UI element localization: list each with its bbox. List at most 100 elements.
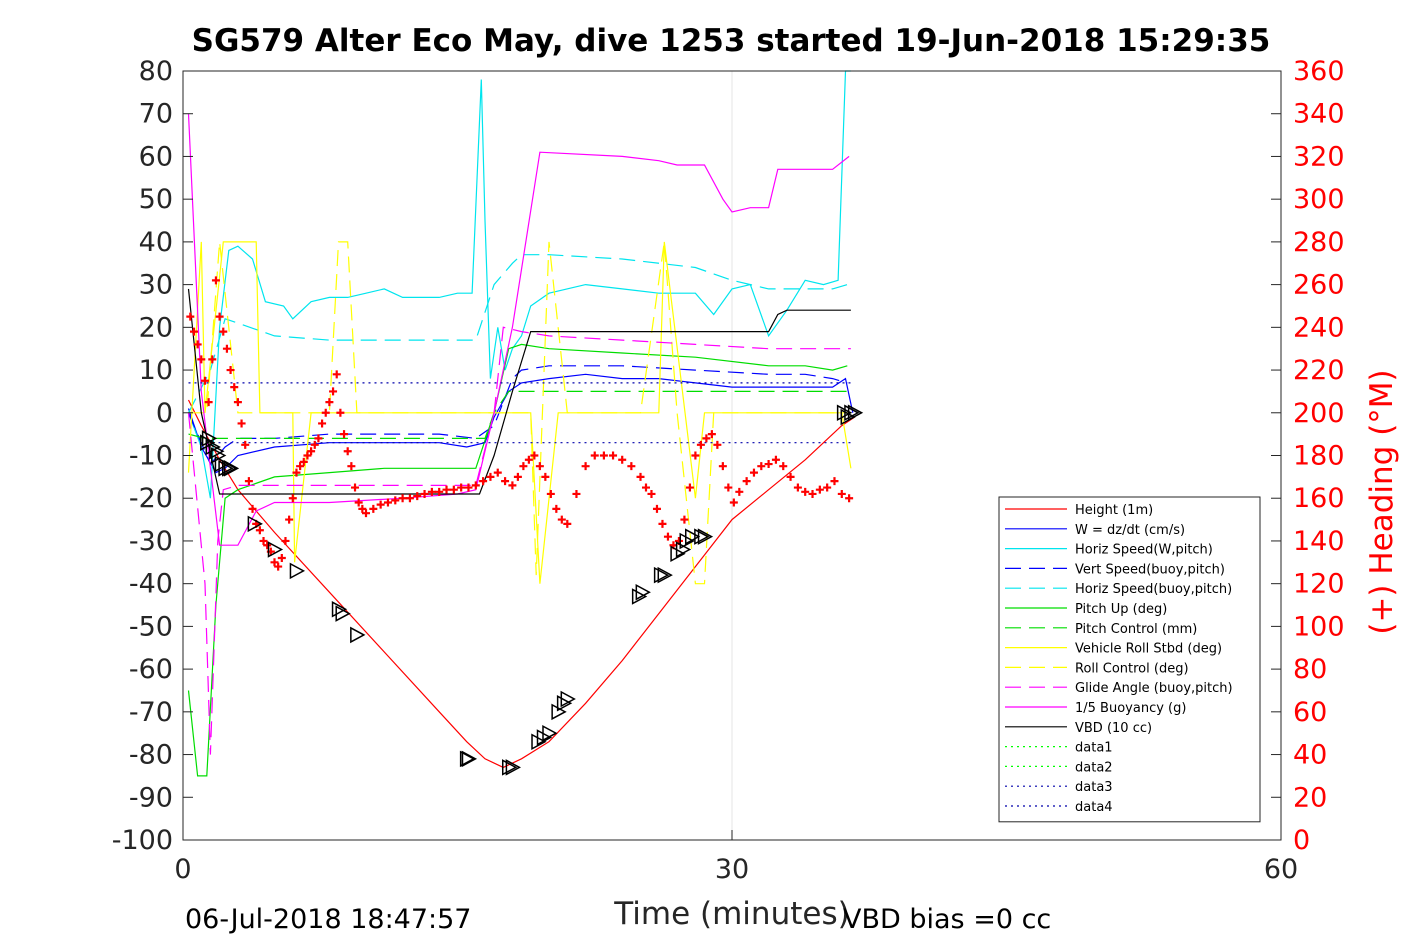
- legend-label: Pitch Control (mm): [1075, 622, 1197, 637]
- heading-point: [845, 494, 854, 503]
- heading-point: [318, 419, 327, 428]
- heading-point: [508, 481, 517, 490]
- heading-point: [215, 312, 224, 321]
- heading-point: [713, 440, 722, 449]
- triangle-marker: [556, 695, 573, 712]
- heading-point: [226, 366, 235, 375]
- y-tick-label: 80: [139, 56, 173, 87]
- heading-point: [398, 494, 407, 503]
- heading-point: [391, 496, 400, 505]
- heading-point: [552, 504, 561, 513]
- legend-label: data2: [1075, 760, 1113, 775]
- triangle-marker: [331, 601, 348, 618]
- heading-point: [427, 487, 436, 496]
- triangle-marker: [670, 545, 686, 563]
- heading-point: [263, 541, 272, 550]
- triangle-marker: [335, 605, 351, 622]
- heading-point: [618, 455, 627, 464]
- triangle-marker: [214, 455, 231, 473]
- footer-timestamp: 06-Jul-2018 18:47:57: [185, 904, 471, 935]
- heading-point: [599, 451, 608, 460]
- heading-point: [314, 434, 323, 443]
- y-tick-label: -70: [129, 697, 173, 728]
- series-line-8: [188, 241, 851, 585]
- y2-tick-label: 300: [1293, 184, 1345, 215]
- heading-point: [435, 487, 444, 496]
- legend-box: [998, 496, 1261, 823]
- y2-tick-label: 360: [1293, 56, 1345, 87]
- y-axis-left: 80 70 60 50 40 30 20 10 0 -10 -20 -30 -40 -50 -60 -70 -8…: [112, 56, 193, 856]
- heading-point: [837, 489, 846, 498]
- heading-point: [332, 370, 341, 379]
- triangle-marker: [247, 515, 263, 533]
- triangle-marker: [350, 626, 366, 644]
- heading-point: [749, 468, 758, 477]
- heading-point: [281, 536, 290, 545]
- heading-point: [808, 489, 817, 498]
- heading-point: [652, 504, 661, 513]
- triangle-marker: [684, 528, 701, 545]
- heading-point: [230, 383, 239, 392]
- heading-point: [244, 477, 253, 486]
- triangle-marker: [531, 733, 547, 750]
- triangle-marker: [289, 562, 306, 580]
- heading-point: [702, 434, 711, 443]
- heading-point: [259, 536, 268, 545]
- heading-point: [779, 462, 788, 471]
- heading-point: [299, 457, 308, 466]
- triangle-marker: [459, 750, 476, 768]
- triangle-marker: [631, 588, 648, 605]
- legend-label: Vert Speed(buoy,pitch): [1075, 562, 1225, 577]
- y2-tick-label: 320: [1293, 141, 1345, 172]
- heading-point: [449, 485, 458, 494]
- triangle-marker: [836, 404, 853, 422]
- legend-label: Height (1m): [1075, 503, 1153, 518]
- legend-label: Pitch Up (deg): [1075, 602, 1167, 617]
- y2-tick-label: 260: [1293, 270, 1345, 301]
- legend-label: Horiz Speed(W,pitch): [1075, 543, 1213, 558]
- triangle-marker: [847, 404, 864, 422]
- heading-point: [329, 387, 338, 396]
- heading-point: [296, 462, 305, 471]
- heading-point: [277, 554, 286, 563]
- heading-point: [636, 472, 645, 481]
- triangle-marker: [209, 442, 225, 460]
- triangle-marker: [697, 528, 714, 545]
- y-tick-label: 10: [139, 355, 173, 386]
- heading-point: [685, 483, 694, 492]
- y-tick-label: -40: [129, 569, 173, 600]
- heading-point: [513, 472, 522, 481]
- triangle-marker: [218, 460, 234, 477]
- legend-label: data1: [1075, 741, 1113, 756]
- heading-point: [325, 398, 334, 407]
- legend-label: VBD (10 cc): [1075, 721, 1152, 736]
- triangle-marker: [505, 759, 521, 776]
- y2-tick-label: 240: [1293, 312, 1345, 343]
- y2-tick-label: 100: [1293, 611, 1345, 642]
- series-line-4: [187, 254, 848, 414]
- heading-point: [707, 430, 716, 439]
- heading-point: [563, 519, 572, 528]
- legend-label: W = dz/dt (cm/s): [1075, 523, 1185, 538]
- triangle-marker: [200, 434, 216, 451]
- heading-point: [627, 462, 636, 471]
- heading-point: [219, 327, 228, 336]
- heading-point: [186, 312, 195, 321]
- y2-tick-label: 40: [1293, 740, 1327, 771]
- x-axis: 0 30 60: [174, 830, 1298, 885]
- y2-tick-label: 180: [1293, 441, 1345, 472]
- triangle-marker: [542, 724, 558, 742]
- y2-tick-label: 280: [1293, 227, 1345, 258]
- y-tick-label: -50: [129, 611, 173, 642]
- series-line-5: [187, 343, 848, 777]
- heading-point: [691, 451, 700, 460]
- heading-point: [292, 468, 301, 477]
- triangle-marker: [551, 703, 567, 721]
- heading-point: [405, 494, 414, 503]
- heading-point: [413, 492, 422, 501]
- triangle-marker: [501, 759, 518, 776]
- heading-point: [362, 509, 370, 518]
- heading-point: [340, 430, 349, 439]
- heading-point: [464, 483, 473, 492]
- series-line-10: [187, 113, 850, 546]
